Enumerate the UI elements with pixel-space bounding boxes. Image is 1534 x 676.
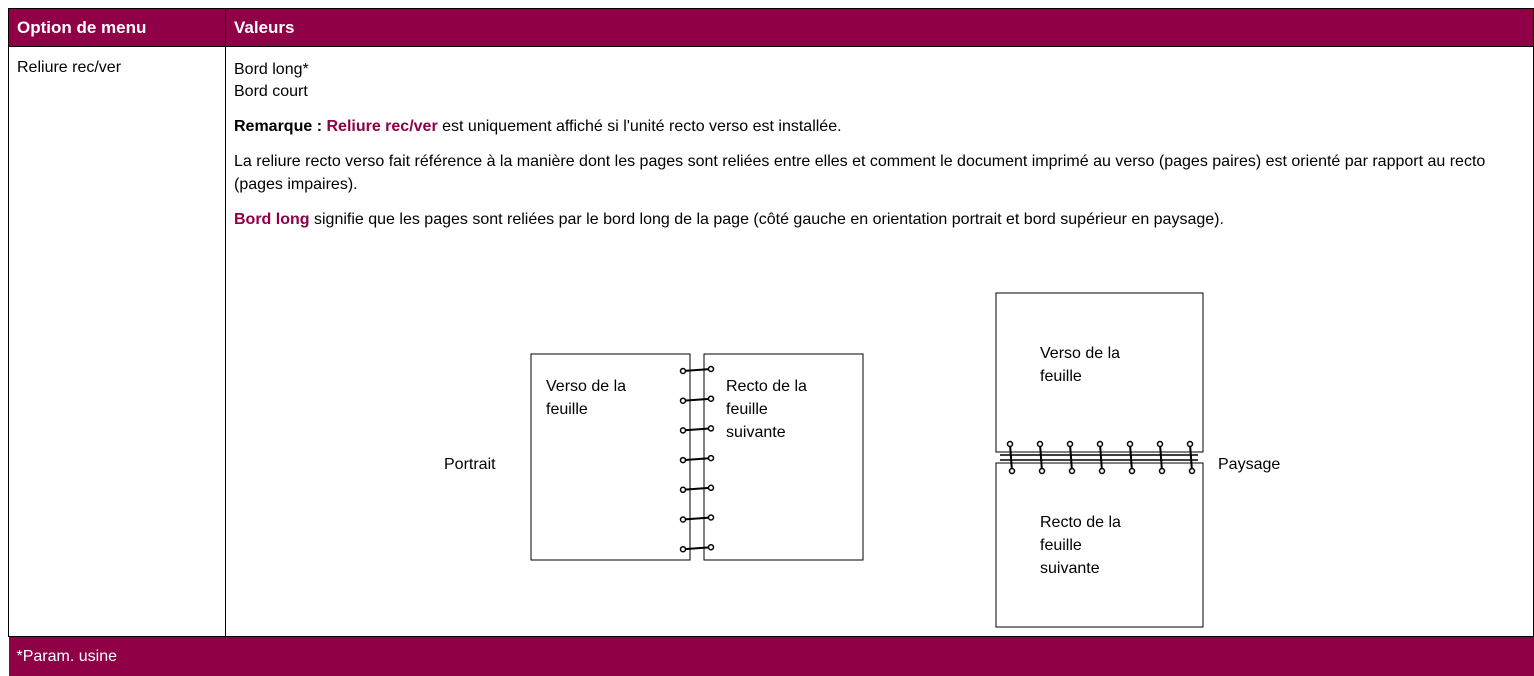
option-cell: Reliure rec/ver: [8, 46, 226, 637]
ring-hole: [1126, 440, 1134, 448]
ring-hole: [1158, 467, 1166, 475]
footer: *Param. usine: [8, 636, 1534, 676]
sheet-text: feuille: [726, 401, 768, 418]
sheet-text: suivante: [726, 424, 786, 441]
sheet-text: Verso de la: [1040, 345, 1120, 362]
ring-hole: [707, 514, 715, 521]
ring-hole: [1156, 440, 1164, 448]
ring-wire: [1189, 443, 1193, 472]
value: Bord long*: [234, 61, 309, 78]
value: Bord court: [234, 83, 308, 100]
ring-wire: [1039, 443, 1043, 472]
definition-term: Bord long: [234, 211, 310, 228]
ring-hole: [679, 427, 687, 434]
sheet-text: Recto de la: [1040, 514, 1121, 531]
sheet-text: Verso de la: [546, 378, 626, 395]
sheet-text: feuille: [546, 401, 588, 418]
menu-table: Option de menu Valeurs Reliure rec/ver B…: [8, 8, 1534, 676]
ring-wire: [682, 516, 712, 521]
ring-hole: [679, 397, 687, 404]
ring-hole: [1008, 467, 1016, 475]
ring-wire: [1069, 443, 1073, 472]
sheet-text: feuille: [1040, 537, 1082, 554]
ring-wire: [1159, 443, 1163, 472]
ring-hole: [1068, 467, 1076, 475]
ring-hole: [1096, 440, 1104, 448]
value-list: Bord long* Bord court: [234, 59, 1533, 103]
ring-wire: [682, 457, 712, 462]
note: Remarque : Reliure rec/ver est uniquemen…: [234, 115, 1533, 138]
ring-wire: [1129, 443, 1133, 472]
ring-hole: [679, 367, 687, 375]
landscape-label: Paysage: [1218, 456, 1280, 473]
ring-hole: [1066, 440, 1074, 448]
rings: [1000, 440, 1198, 475]
ring-wire: [682, 546, 712, 551]
ring-hole: [1128, 467, 1136, 475]
ring-hole: [707, 543, 715, 551]
ring-hole: [679, 486, 687, 494]
ring-hole: [1188, 467, 1196, 475]
ring-hole: [679, 516, 687, 523]
portrait-label: Portrait: [444, 456, 496, 473]
ring-wire: [682, 397, 712, 402]
header-cell: Option de menu: [8, 8, 226, 47]
page-sheet: [703, 353, 864, 561]
sheet-text: suivante: [1040, 560, 1100, 577]
page-sheet: [995, 462, 1204, 628]
ring-wire: [682, 427, 712, 432]
ring-wire: [682, 368, 712, 372]
definition: Bord long signifie que les pages sont re…: [234, 208, 1533, 231]
body-row: Reliure rec/ver Bord long* Bord court Re…: [8, 46, 1534, 637]
ring-wire: [1009, 443, 1013, 472]
ring-hole: [707, 484, 715, 492]
rings: [679, 365, 715, 553]
note-term: Reliure rec/ver: [326, 118, 438, 135]
footer-row: *Param. usine: [8, 636, 1534, 676]
paragraph: La reliure recto verso fait référence à …: [234, 153, 1486, 193]
ring-hole: [707, 425, 715, 432]
sheet-text: feuille: [1040, 368, 1082, 385]
ring-hole: [1036, 440, 1044, 448]
sheet-text: Recto de la: [726, 378, 807, 395]
page-sheet: [995, 292, 1204, 453]
ring-hole: [1098, 467, 1106, 475]
ring-hole: [1186, 440, 1194, 448]
ring-hole: [679, 545, 687, 553]
spine: [1000, 454, 1198, 461]
values-cell: Bord long* Bord court Remarque : Reliure…: [225, 46, 1534, 637]
ring-wire: [1099, 443, 1103, 472]
note-label: Remarque :: [234, 118, 323, 135]
ring-hole: [707, 365, 715, 373]
page-sheet: [530, 353, 691, 561]
ring-hole: [1006, 440, 1014, 448]
ring-hole: [707, 395, 715, 402]
ring-hole: [707, 454, 715, 462]
ring-wire: [682, 486, 712, 491]
ring-hole: [1038, 467, 1046, 475]
ring-hole: [679, 456, 687, 464]
note-text: est uniquement affiché si l'unité recto …: [442, 118, 842, 135]
definition-text: signifie que les pages sont reliées par …: [314, 211, 1224, 228]
